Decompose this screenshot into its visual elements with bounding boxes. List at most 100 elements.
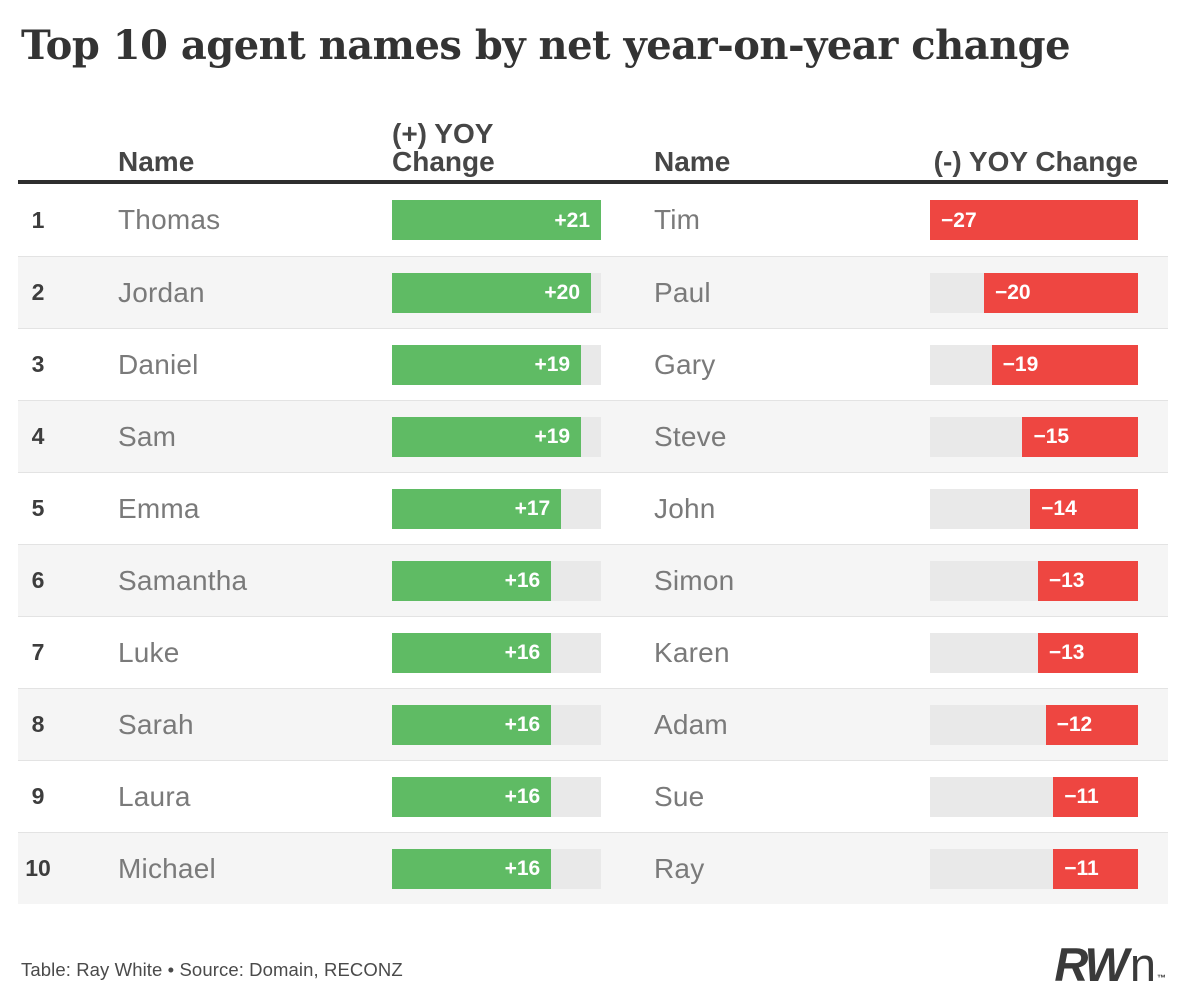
negative-name-cell: Karen xyxy=(654,636,730,668)
table-row: 5 Emma +17 John −14 xyxy=(18,472,1168,544)
positive-bar-label: +16 xyxy=(504,785,541,808)
positive-bar: +16 xyxy=(392,704,552,745)
negative-name-cell: Adam xyxy=(654,708,728,740)
negative-bar: −12 xyxy=(1045,704,1138,745)
positive-bar: +16 xyxy=(392,632,552,673)
negative-bar-track: −15 xyxy=(930,416,1138,457)
negative-bar-label: −13 xyxy=(1048,641,1085,664)
positive-name-cell: Thomas xyxy=(118,204,221,235)
negative-bar: −11 xyxy=(1053,848,1138,889)
positive-bar-label: +21 xyxy=(554,208,590,232)
rank-cell: 7 xyxy=(31,639,45,665)
rank-cell: 9 xyxy=(31,783,45,809)
positive-name-cell: Emma xyxy=(118,492,200,524)
table-body: 1 Thomas +21 Tim −27 2 Jordan +20 xyxy=(18,184,1168,904)
negative-bar: −13 xyxy=(1037,560,1138,601)
rank-cell: 6 xyxy=(31,567,45,593)
table-row: 1 Thomas +21 Tim −27 xyxy=(18,184,1168,256)
negative-bar-label: −14 xyxy=(1041,497,1077,520)
positive-name-cell: Jordan xyxy=(118,276,205,308)
footer-credit: Table: Ray White • Source: Domain, RECON… xyxy=(21,959,403,980)
footer: Table: Ray White • Source: Domain, RECON… xyxy=(18,941,1168,988)
negative-bar-track: −12 xyxy=(930,704,1138,745)
rank-cell: 5 xyxy=(31,495,45,521)
positive-name-cell: Sarah xyxy=(118,708,194,740)
table-row: 8 Sarah +16 Adam −12 xyxy=(18,688,1168,760)
table-row: 2 Jordan +20 Paul −20 xyxy=(18,256,1168,328)
positive-bar-label: +16 xyxy=(504,641,541,664)
rank-cell: 8 xyxy=(31,711,45,737)
positive-bar-label: +19 xyxy=(534,425,571,448)
negative-bar-track: −19 xyxy=(930,344,1138,385)
positive-bar-track: +17 xyxy=(392,488,601,529)
rank-cell: 4 xyxy=(31,423,45,449)
negative-bar: −13 xyxy=(1037,632,1138,673)
positive-bar: +16 xyxy=(392,848,552,889)
table-row: 3 Daniel +19 Gary −19 xyxy=(18,328,1168,400)
positive-name-cell: Laura xyxy=(118,780,191,812)
positive-name-cell: Michael xyxy=(118,852,216,884)
positive-bar-track: +16 xyxy=(392,704,601,745)
negative-bar-label: −19 xyxy=(1002,353,1039,376)
negative-bar-track: −13 xyxy=(930,560,1138,601)
positive-bar: +19 xyxy=(392,344,582,385)
negative-name-cell: Ray xyxy=(654,852,705,884)
table-row: 9 Laura +16 Sue −11 xyxy=(18,760,1168,832)
negative-bar-label: −11 xyxy=(1064,857,1099,880)
table-row: 10 Michael +16 Ray −11 xyxy=(18,832,1168,904)
positive-name-cell: Daniel xyxy=(118,348,199,380)
positive-bar-label: +20 xyxy=(544,281,581,304)
positive-bar-label: +17 xyxy=(514,497,551,520)
table-header-row: Name (+) YOY Change Name (-) YOY Change xyxy=(18,120,1168,184)
negative-bar-label: −27 xyxy=(941,208,977,232)
negative-bar-track: −14 xyxy=(930,488,1138,529)
column-header-negative-name: Name xyxy=(654,146,731,177)
positive-bar-track: +19 xyxy=(392,344,601,385)
rank-cell: 1 xyxy=(31,206,45,233)
negative-name-cell: Sue xyxy=(654,780,705,812)
positive-bar: +17 xyxy=(392,488,562,529)
positive-bar-track: +16 xyxy=(392,848,601,889)
negative-name-cell: Paul xyxy=(654,276,711,308)
negative-bar-label: −11 xyxy=(1064,785,1099,808)
brand-logo-n: n xyxy=(1129,938,1156,992)
negative-bar-label: −20 xyxy=(994,281,1031,304)
positive-bar-label: +19 xyxy=(534,353,571,376)
negative-bar: −11 xyxy=(1053,776,1138,817)
positive-name-cell: Sam xyxy=(118,420,177,452)
negative-bar: −19 xyxy=(991,344,1138,385)
negative-bar-track: −20 xyxy=(930,272,1138,313)
page-title: Top 10 agent names by net year-on-year c… xyxy=(21,22,1071,69)
positive-name-cell: Samantha xyxy=(118,564,248,596)
positive-bar-label: +16 xyxy=(504,857,541,880)
negative-name-cell: Tim xyxy=(654,204,701,235)
column-header-positive-name: Name xyxy=(118,146,195,177)
negative-bar-label: −15 xyxy=(1033,425,1070,448)
rank-cell: 3 xyxy=(31,351,45,377)
negative-bar: −20 xyxy=(983,272,1138,313)
negative-name-cell: Simon xyxy=(654,564,735,596)
rank-cell: 10 xyxy=(25,855,51,881)
column-header-negative-change: (-) YOY Change xyxy=(933,146,1138,177)
trademark-symbol: ™ xyxy=(1157,973,1166,984)
negative-bar-track: −13 xyxy=(930,632,1138,673)
column-header-positive-change: (+) YOY Change xyxy=(392,118,495,177)
negative-name-cell: Steve xyxy=(654,420,727,452)
negative-bar-label: −13 xyxy=(1048,569,1085,592)
positive-bar: +16 xyxy=(392,776,552,817)
positive-bar-track: +19 xyxy=(392,416,601,457)
rank-cell: 2 xyxy=(31,279,45,305)
negative-name-cell: Gary xyxy=(654,348,716,380)
positive-bar: +19 xyxy=(392,416,582,457)
positive-bar-label: +16 xyxy=(504,713,541,736)
positive-name-cell: Luke xyxy=(118,636,180,668)
brand-logo: RWn™ xyxy=(1054,941,1166,988)
negative-bar: −15 xyxy=(1022,416,1138,457)
negative-bar-track: −27 xyxy=(930,200,1138,240)
negative-name-cell: John xyxy=(654,492,716,524)
positive-bar-track: +16 xyxy=(392,560,601,601)
positive-bar: +20 xyxy=(392,272,592,313)
positive-bar-track: +21 xyxy=(392,200,601,240)
negative-bar-track: −11 xyxy=(930,848,1138,889)
